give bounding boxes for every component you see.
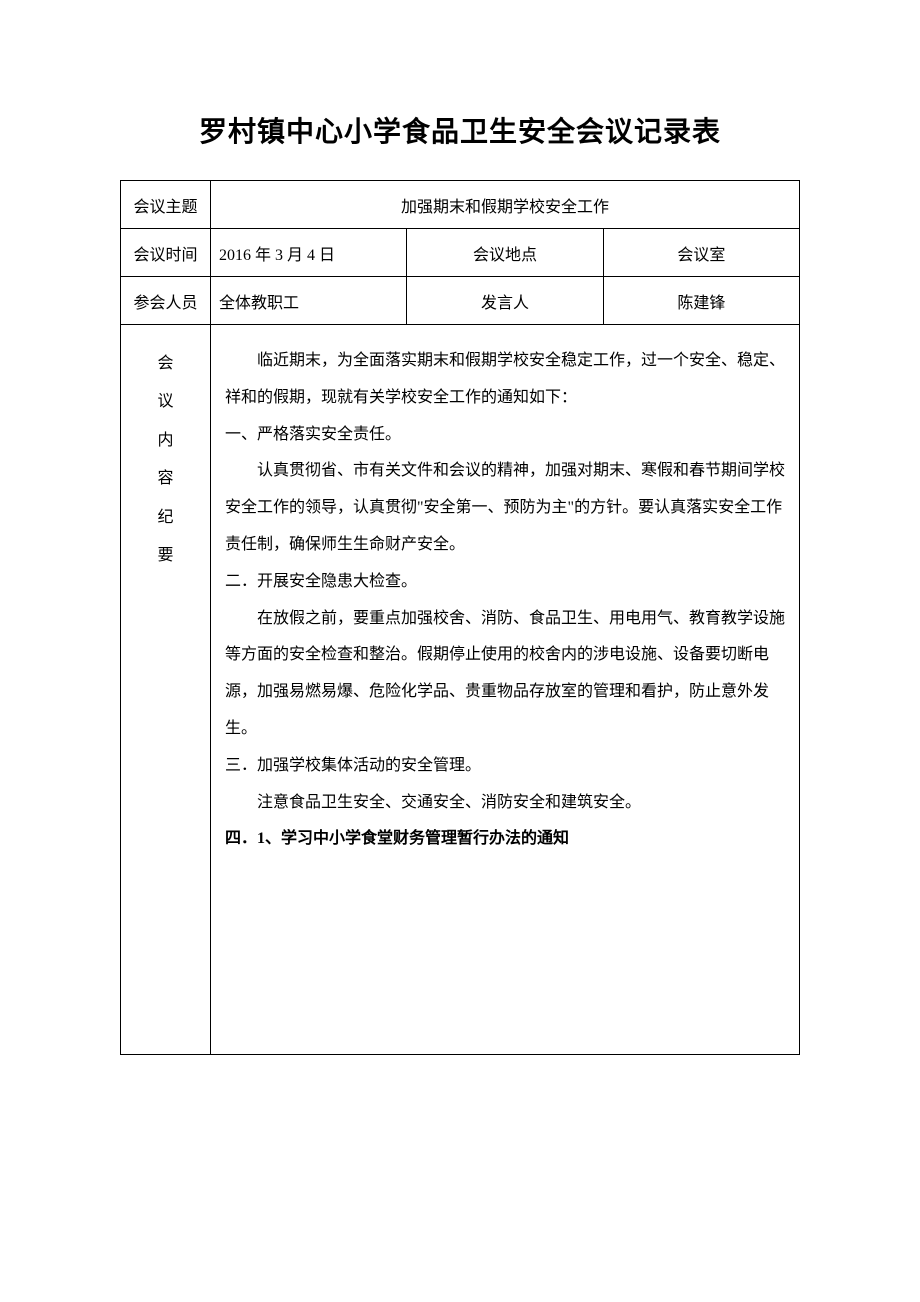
row-time-location: 会议时间 2016 年 3 月 4 日 会议地点 会议室: [121, 229, 800, 277]
row-theme: 会议主题 加强期末和假期学校安全工作: [121, 181, 800, 229]
value-theme: 加强期末和假期学校安全工作: [211, 181, 800, 229]
meeting-record-table: 会议主题 加强期末和假期学校安全工作 会议时间 2016 年 3 月 4 日 会…: [120, 180, 800, 1055]
label-location: 会议地点: [407, 229, 603, 277]
summary-char-3: 内: [131, 422, 200, 460]
label-theme: 会议主题: [121, 181, 211, 229]
content-s2-body: 在放假之前，要重点加强校舍、消防、食品卫生、用电用气、教育教学设施等方面的安全检…: [225, 601, 785, 748]
value-speaker: 陈建锋: [603, 277, 799, 325]
summary-char-5: 纪: [131, 499, 200, 537]
summary-char-6: 要: [131, 537, 200, 575]
value-location: 会议室: [603, 229, 799, 277]
value-time: 2016 年 3 月 4 日: [211, 229, 407, 277]
label-speaker: 发言人: [407, 277, 603, 325]
label-summary: 会 议 内 容 纪 要: [121, 325, 211, 1055]
label-time: 会议时间: [121, 229, 211, 277]
row-content: 会 议 内 容 纪 要 临近期末，为全面落实期末和假期学校安全稳定工作，过一个安…: [121, 325, 800, 1055]
value-attendees: 全体教职工: [211, 277, 407, 325]
content-s1-body: 认真贯彻省、市有关文件和会议的精神，加强对期末、寒假和春节期间学校安全工作的领导…: [225, 453, 785, 563]
content-s3-title: 三．加强学校集体活动的安全管理。: [225, 748, 785, 785]
row-attendees-speaker: 参会人员 全体教职工 发言人 陈建锋: [121, 277, 800, 325]
page-title: 罗村镇中心小学食品卫生安全会议记录表: [120, 110, 800, 150]
content-intro: 临近期末，为全面落实期末和假期学校安全稳定工作，过一个安全、稳定、祥和的假期，现…: [225, 343, 785, 417]
summary-char-1: 会: [131, 345, 200, 383]
summary-char-2: 议: [131, 383, 200, 421]
content-s2-title: 二．开展安全隐患大检查。: [225, 564, 785, 601]
content-body: 临近期末，为全面落实期末和假期学校安全稳定工作，过一个安全、稳定、祥和的假期，现…: [211, 325, 800, 1055]
label-attendees: 参会人员: [121, 277, 211, 325]
content-s4-title: 四．1、学习中小学食堂财务管理暂行办法的通知: [225, 821, 785, 858]
content-s1-title: 一、严格落实安全责任。: [225, 417, 785, 454]
summary-char-4: 容: [131, 460, 200, 498]
content-s3-body: 注意食品卫生安全、交通安全、消防安全和建筑安全。: [225, 785, 785, 822]
